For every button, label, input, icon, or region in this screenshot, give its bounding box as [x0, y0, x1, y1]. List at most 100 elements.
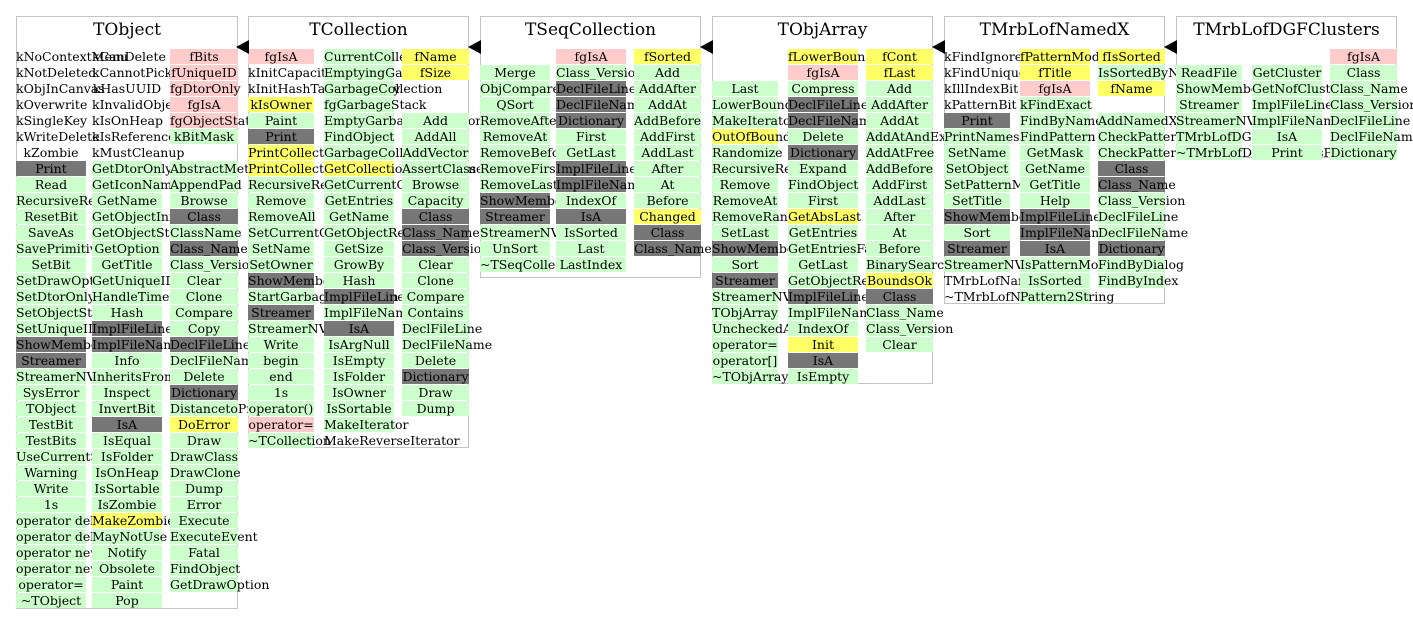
member-killindexbit[interactable]: kIllIndexBit [944, 81, 1018, 96]
member-class[interactable]: Class [1098, 161, 1165, 176]
member-recursiveremove[interactable]: RecursiveRemove [248, 177, 361, 192]
member-dictionary[interactable]: Dictionary [556, 113, 626, 128]
member-unsort[interactable]: UnSort [480, 241, 550, 256]
member-setobject[interactable]: SetObject [944, 161, 1010, 176]
member-addfirst[interactable]: AddFirst [634, 129, 701, 144]
member-sort[interactable]: Sort [944, 225, 1010, 240]
member-setcurrentcollection[interactable]: SetCurrentCollection [248, 225, 383, 240]
member-isfolder[interactable]: IsFolder [324, 369, 394, 384]
member-declfileline[interactable]: DeclFileLine [1098, 209, 1178, 224]
member-binarysearch[interactable]: BinarySearch [866, 257, 952, 272]
member-streamer[interactable]: Streamer [248, 305, 314, 320]
member-drawclone[interactable]: DrawClone [170, 465, 241, 480]
member-streamer[interactable]: Streamer [1176, 97, 1242, 112]
member-tobject[interactable]: TObject [16, 401, 86, 416]
member-at[interactable]: At [866, 225, 933, 240]
member-remove[interactable]: Remove [248, 193, 314, 208]
member-fgobjectstat[interactable]: fgObjectStat [170, 113, 250, 128]
member-kcandelete[interactable]: kCanDelete [92, 49, 166, 64]
member-isa[interactable]: IsA [324, 321, 394, 336]
member-removeat[interactable]: RemoveAt [712, 193, 778, 208]
member-khasuuid[interactable]: kHasUUID [92, 81, 162, 96]
class-title[interactable]: TMrbLofDGFClusters [1193, 20, 1380, 40]
member-fgdtoronly[interactable]: fgDtorOnly [170, 81, 241, 96]
class-title[interactable]: TCollection [309, 20, 408, 40]
member-implfilename[interactable]: ImplFileName [1252, 113, 1343, 128]
member-streamernvirtual[interactable]: StreamerNVirtual [248, 321, 362, 336]
member-garbagecollection[interactable]: GarbageCollection [324, 81, 442, 96]
member-declfileline[interactable]: DeclFileLine [788, 97, 868, 112]
member-isa[interactable]: IsA [92, 417, 162, 432]
member-inspect[interactable]: Inspect [92, 385, 162, 400]
member-makereverseiterator[interactable]: MakeReverseIterator [324, 433, 460, 448]
member-isonheap[interactable]: IsOnHeap [92, 465, 162, 480]
member-makeiterator[interactable]: MakeIterator [324, 417, 409, 432]
member-implfileline[interactable]: ImplFileLine [92, 321, 173, 336]
member-startgarbagecollection[interactable]: StartGarbageCollection [248, 289, 398, 304]
member-operator-delete[interactable]: operator delete [16, 513, 114, 528]
member-addafter[interactable]: AddAfter [866, 97, 933, 112]
member-emptygarbagecollection[interactable]: EmptyGarbageCollection [324, 113, 483, 128]
member-fsize[interactable]: fSize [402, 65, 469, 80]
member-fname[interactable]: fName [1098, 81, 1165, 96]
member-warning[interactable]: Warning [16, 465, 86, 480]
member-kinitcapacity[interactable]: kInitCapacity [248, 65, 333, 80]
member-fissorted[interactable]: fIsSorted [1098, 49, 1165, 64]
member-dictionary[interactable]: Dictionary [170, 385, 238, 400]
member-funiqueid[interactable]: fUniqueID [170, 65, 238, 80]
member-settitle[interactable]: SetTitle [944, 193, 1010, 208]
member-isfolder[interactable]: IsFolder [92, 449, 162, 464]
member-merge[interactable]: Merge [480, 65, 550, 80]
member-usecurrentstyle[interactable]: UseCurrentStyle [16, 449, 122, 464]
member-kmustcleanup[interactable]: kMustCleanup [92, 145, 184, 160]
member-compress[interactable]: Compress [788, 81, 858, 96]
member-delete[interactable]: Delete [402, 353, 469, 368]
member-draw[interactable]: Draw [402, 385, 469, 400]
member-showmembers[interactable]: ShowMembers [16, 337, 111, 352]
member-declfileline[interactable]: DeclFileLine [170, 337, 250, 352]
member-clear[interactable]: Clear [866, 337, 933, 352]
member-operator[interactable]: operator[] [712, 353, 778, 368]
member-error[interactable]: Error [170, 497, 238, 512]
member-implfilename[interactable]: ImplFileName [324, 305, 415, 320]
member-recursiveremove[interactable]: RecursiveRemove [712, 161, 825, 176]
member-clone[interactable]: Clone [170, 289, 238, 304]
member-getname[interactable]: GetName [92, 193, 162, 208]
member-class-version[interactable]: Class_Version [866, 321, 953, 336]
member-recursiveremove[interactable]: RecursiveRemove [16, 193, 129, 208]
member-declfilename[interactable]: DeclFileName [1330, 129, 1413, 144]
member-removeall[interactable]: RemoveAll [248, 209, 316, 224]
member-class-name[interactable]: Class_Name [1098, 177, 1176, 192]
member-setpatternmode[interactable]: SetPatternMode [944, 177, 1047, 192]
member-classname[interactable]: ClassName [170, 225, 241, 240]
member-fatal[interactable]: Fatal [170, 545, 238, 560]
member-first[interactable]: First [788, 193, 858, 208]
member-implfilename[interactable]: ImplFileName [1020, 225, 1111, 240]
member-kcannotpick[interactable]: kCannotPick [92, 65, 172, 80]
member-removerange[interactable]: RemoveRange [712, 209, 803, 224]
member-showmembers[interactable]: ShowMembers [480, 193, 575, 208]
member-kzombie[interactable]: kZombie [16, 145, 86, 160]
member-declfileline[interactable]: DeclFileLine [1330, 113, 1410, 128]
member-before[interactable]: Before [634, 193, 701, 208]
member-readfile[interactable]: ReadFile [1176, 65, 1242, 80]
member-getmask[interactable]: GetMask [1020, 145, 1090, 160]
member-setobjectstat[interactable]: SetObjectStat [16, 305, 105, 320]
member-setdtoronly[interactable]: SetDtorOnly [16, 289, 95, 304]
member-saveas[interactable]: SaveAs [16, 225, 86, 240]
member-garbagecollect[interactable]: GarbageCollect [324, 145, 423, 160]
member-declfilename[interactable]: DeclFileName [556, 97, 646, 112]
member-changed[interactable]: Changed [634, 209, 701, 224]
member-declfilename[interactable]: DeclFileName [788, 113, 878, 128]
member-getobjectinfo[interactable]: GetObjectInfo [92, 209, 181, 224]
member-checkpatternshort[interactable]: CheckPatternShort [1098, 145, 1220, 160]
member-expand[interactable]: Expand [788, 161, 858, 176]
member-implfileline[interactable]: ImplFileLine [1252, 97, 1333, 112]
member-1s[interactable]: 1s [248, 385, 314, 400]
member-class-name[interactable]: Class_Name [170, 241, 248, 256]
member-copy[interactable]: Copy [170, 321, 238, 336]
member-invertbit[interactable]: InvertBit [92, 401, 162, 416]
member-draw[interactable]: Draw [170, 433, 238, 448]
member-dictionary[interactable]: Dictionary [788, 145, 858, 160]
member-class-version[interactable]: Class_Version [170, 257, 257, 272]
